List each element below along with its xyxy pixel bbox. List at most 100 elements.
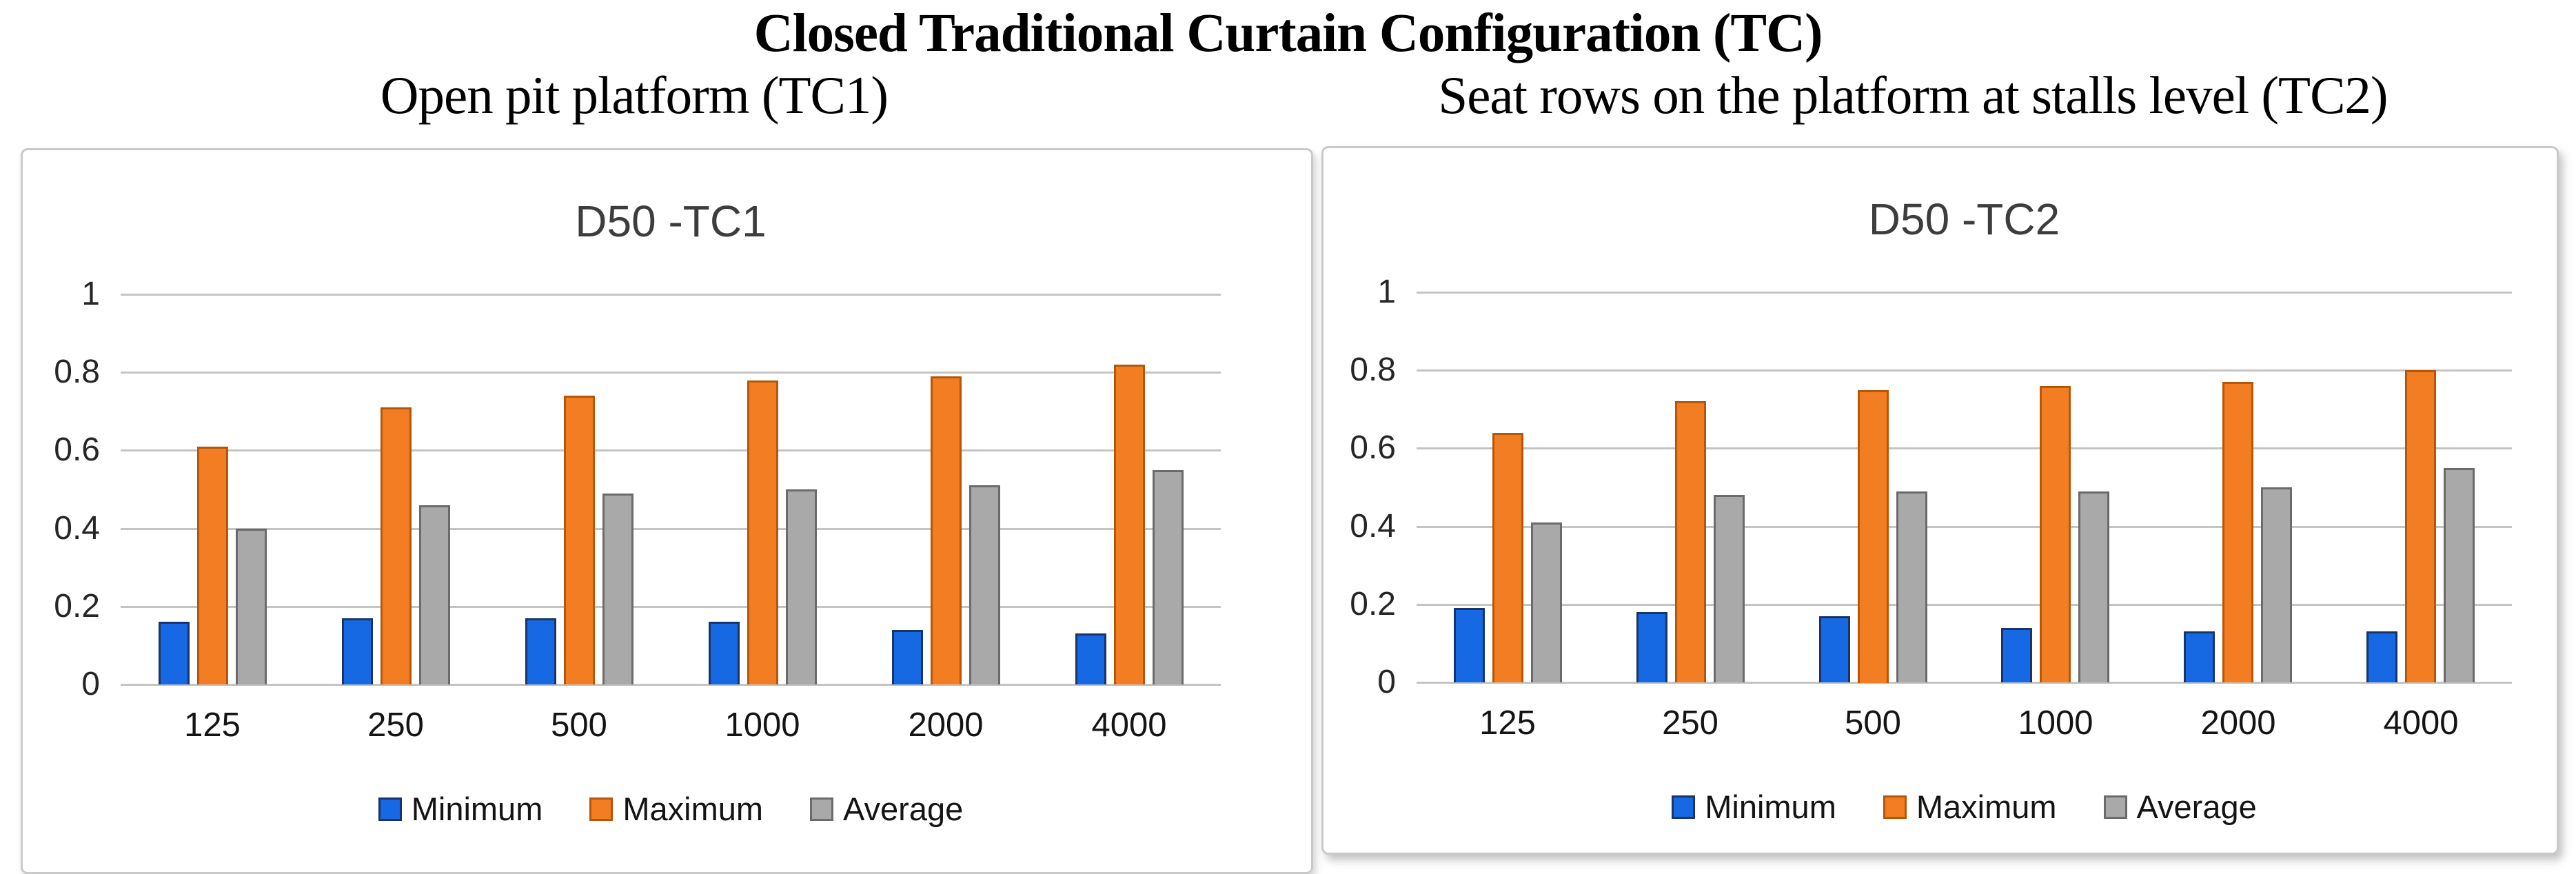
x-tick-label: 125 — [1479, 704, 1536, 742]
bar-minimum-1000 — [2001, 628, 2032, 682]
bar-average-500 — [602, 494, 633, 684]
y-tick-label: 0.2 — [1350, 585, 1396, 622]
legend-swatch-minimum-icon — [1672, 795, 1696, 819]
y-tick-label: 0.6 — [1350, 429, 1396, 467]
bar-maximum-2000 — [2222, 382, 2253, 682]
bar-average-250 — [419, 505, 450, 684]
bar-minimum-500 — [1819, 616, 1850, 682]
legend-tc1: Minimum Maximum Average — [121, 790, 1221, 828]
x-tick-label: 250 — [367, 707, 424, 744]
legend-item-maximum: Maximum — [1883, 788, 2057, 826]
x-tick-label: 1000 — [724, 707, 800, 744]
bar-average-1000 — [2078, 491, 2109, 682]
bar-minimum-250 — [1636, 612, 1667, 682]
bar-maximum-250 — [1675, 401, 1706, 682]
bar-minimum-250 — [342, 618, 373, 684]
bar-average-2000 — [969, 485, 1000, 684]
bar-minimum-2000 — [2184, 631, 2215, 682]
legend-label-minimum: Minimum — [1705, 789, 1836, 825]
legend-item-maximum: Maximum — [589, 790, 763, 828]
gridline-1 — [1417, 292, 2512, 294]
gridline-0.4 — [121, 527, 1221, 530]
bar-average-125 — [1531, 522, 1562, 682]
bar-minimum-4000 — [1075, 633, 1106, 684]
subtitle-tc2: Seat rows on the platform at stalls leve… — [1438, 65, 2388, 125]
bar-maximum-125 — [1492, 433, 1523, 682]
chart-panel-tc1: D50 -TC1 0 0.2 0.4 0.6 0.8 1 125 250 500 1000 2000… — [21, 148, 1313, 874]
x-tick-label: 250 — [1662, 704, 1718, 742]
y-tick-label: 0.8 — [54, 354, 100, 391]
bar-average-500 — [1896, 491, 1927, 682]
gridline-0.8 — [121, 372, 1221, 374]
bar-maximum-1000 — [747, 380, 778, 684]
x-tick-label: 125 — [184, 707, 241, 744]
gridline-0.6 — [1417, 447, 2512, 450]
legend-label-minimum: Minimum — [411, 791, 543, 827]
bar-average-1000 — [786, 489, 817, 684]
bar-minimum-125 — [159, 622, 190, 684]
bar-maximum-500 — [564, 396, 595, 684]
legend-swatch-average-icon — [2103, 795, 2127, 819]
y-tick-label: 0.4 — [1350, 507, 1396, 545]
legend-swatch-maximum-icon — [1883, 795, 1907, 819]
x-tick-label: 500 — [551, 707, 607, 744]
chart-title-tc2: D50 -TC2 — [1868, 194, 2060, 244]
bar-average-4000 — [2444, 468, 2475, 682]
gridline-0.6 — [121, 449, 1221, 452]
bar-minimum-4000 — [2366, 631, 2397, 682]
gridline-0.4 — [1417, 525, 2512, 528]
legend-item-average: Average — [810, 790, 963, 828]
legend-tc2: Minimum Maximum Average — [1417, 788, 2512, 826]
legend-item-minimum: Minimum — [378, 790, 543, 828]
bar-average-4000 — [1153, 470, 1184, 684]
legend-label-average: Average — [843, 791, 964, 827]
bar-minimum-500 — [525, 618, 556, 684]
plot-area-tc2: 0 0.2 0.4 0.6 0.8 1 125 250 500 1000 2000 4000 — [1324, 148, 2557, 853]
legend-item-average: Average — [2103, 788, 2257, 826]
gridline-0 — [1417, 682, 2512, 684]
plot-area-tc1: 0 0.2 0.4 0.6 0.8 1 125 250 500 1000 2000 4000 — [23, 150, 1311, 872]
y-tick-label: 1 — [81, 276, 100, 312]
x-tick-label: 4000 — [2383, 704, 2459, 742]
y-tick-label: 1 — [1377, 274, 1396, 310]
x-tick-label: 2000 — [2200, 704, 2276, 742]
gridline-1 — [121, 294, 1221, 296]
y-tick-label: 0.2 — [54, 587, 100, 624]
gridline-0 — [121, 684, 1221, 686]
bar-average-2000 — [2261, 487, 2292, 682]
y-tick-label: 0 — [1377, 664, 1396, 700]
subtitle-tc1: Open pit platform (TC1) — [380, 65, 889, 125]
bar-maximum-2000 — [931, 376, 962, 684]
bar-maximum-1000 — [2040, 386, 2071, 682]
bar-maximum-500 — [1858, 390, 1889, 683]
bar-minimum-1000 — [709, 622, 740, 684]
bar-maximum-4000 — [1114, 365, 1145, 684]
legend-swatch-minimum-icon — [378, 797, 402, 821]
legend-item-minimum: Minimum — [1672, 788, 1836, 826]
y-tick-label: 0.8 — [1350, 352, 1396, 389]
x-tick-label: 1000 — [2018, 704, 2093, 742]
gridline-0.2 — [1417, 603, 2512, 606]
bar-minimum-2000 — [892, 630, 923, 684]
y-tick-label: 0.4 — [54, 509, 100, 547]
chart-title-tc1: D50 -TC1 — [575, 196, 767, 246]
x-tick-label: 2000 — [908, 707, 984, 744]
y-tick-label: 0 — [81, 666, 100, 702]
bar-minimum-125 — [1454, 608, 1485, 682]
bar-maximum-250 — [381, 407, 412, 684]
bar-maximum-125 — [197, 447, 228, 684]
legend-swatch-maximum-icon — [589, 797, 613, 821]
legend-swatch-average-icon — [810, 797, 834, 821]
legend-label-average: Average — [2136, 789, 2257, 825]
gridline-0.2 — [121, 605, 1221, 608]
figure-title: Closed Traditional Curtain Configuration… — [753, 3, 1823, 63]
legend-label-maximum: Maximum — [622, 791, 764, 827]
chart-panel-tc2: D50 -TC2 0 0.2 0.4 0.6 0.8 1 125 250 500 1000 2000… — [1321, 146, 2559, 855]
x-tick-label: 500 — [1845, 704, 1901, 742]
bar-maximum-4000 — [2405, 370, 2436, 682]
y-tick-label: 0.6 — [54, 431, 100, 469]
gridline-0.8 — [1417, 369, 2512, 372]
bar-average-250 — [1714, 495, 1745, 682]
x-tick-label: 4000 — [1091, 707, 1167, 744]
